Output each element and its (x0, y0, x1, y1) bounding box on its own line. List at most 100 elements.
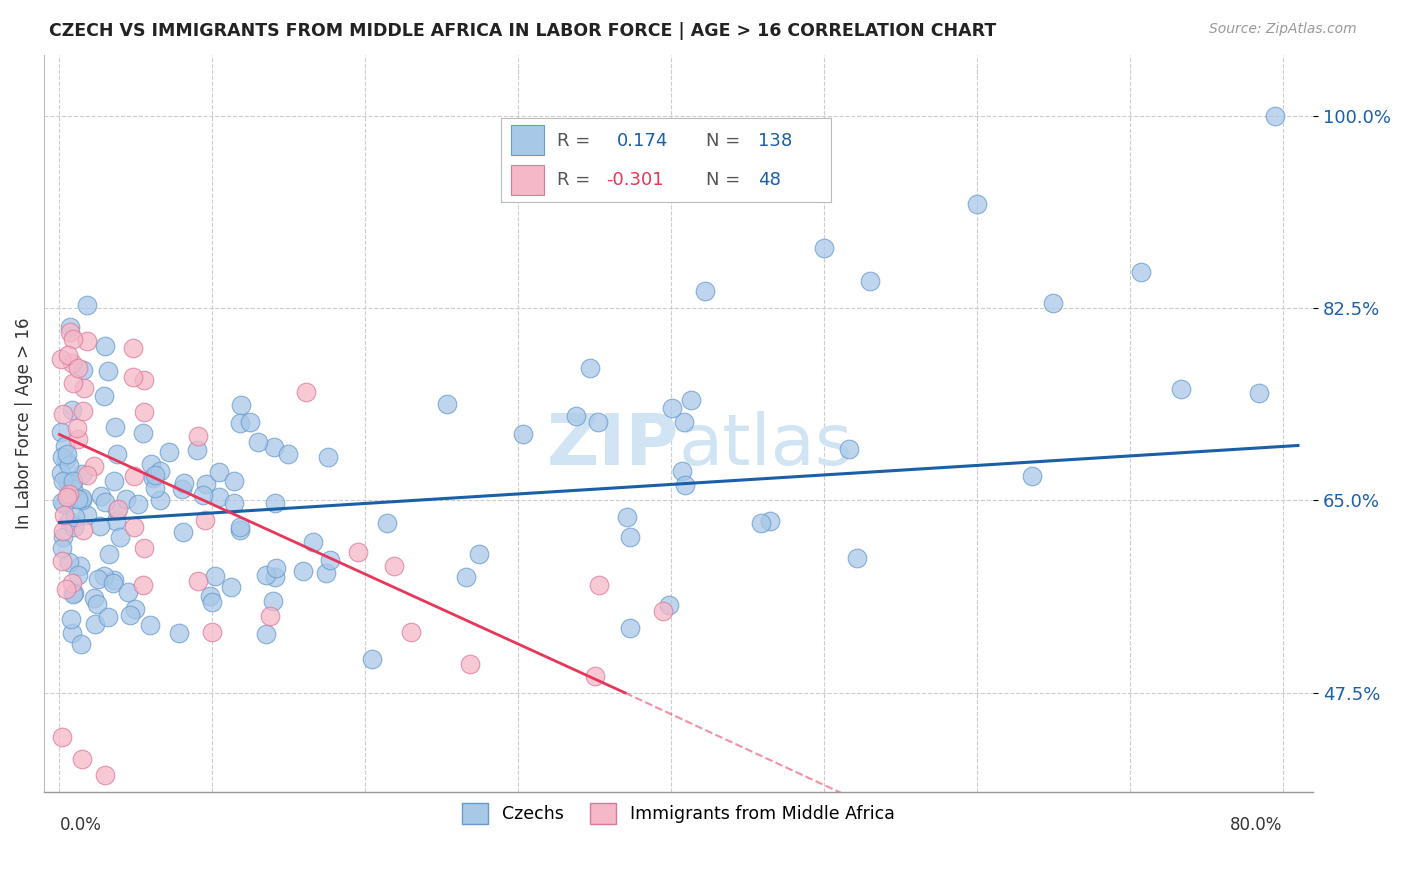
Point (60, 576, 83, 591)
Point (813, 241, 835, 255)
Point (122, 519, 145, 533)
Point (53, 508, 76, 522)
Point (186, 442, 208, 457)
Point (72, 524, 94, 538)
Point (62, 474, 84, 488)
Point (749, 516, 772, 530)
Point (52, 524, 75, 538)
Point (55, 453, 77, 467)
Point (167, 626, 190, 640)
Point (302, 535, 325, 549)
Point (143, 467, 166, 482)
Point (51, 554, 73, 568)
Point (66, 432, 89, 446)
Point (143, 481, 166, 495)
Point (672, 415, 695, 429)
Point (652, 604, 675, 618)
Point (132, 372, 155, 386)
Point (1264, 109, 1286, 123)
Point (139, 457, 162, 471)
Point (264, 560, 287, 574)
Point (254, 627, 277, 641)
Point (264, 496, 287, 510)
Text: Source: ZipAtlas.com: Source: ZipAtlas.com (1209, 22, 1357, 37)
Point (229, 523, 252, 537)
Point (62, 482, 84, 496)
Point (103, 576, 125, 591)
Point (254, 568, 277, 582)
Point (51, 475, 73, 489)
Point (124, 468, 146, 483)
Point (319, 553, 342, 567)
Point (52, 530, 75, 544)
Point (124, 602, 146, 616)
Point (693, 284, 716, 298)
Text: ZIP: ZIP (547, 411, 679, 480)
Point (679, 392, 702, 407)
Point (58, 487, 80, 501)
Point (468, 547, 491, 561)
Point (76, 468, 98, 483)
Point (224, 496, 246, 510)
Point (53, 439, 76, 453)
Point (56, 348, 79, 362)
Point (108, 530, 131, 544)
Point (118, 608, 141, 623)
Point (59, 325, 82, 339)
Point (512, 426, 534, 441)
Point (616, 510, 638, 524)
Point (76, 508, 98, 522)
Point (56, 474, 79, 488)
Point (76, 334, 98, 348)
Point (60, 625, 83, 640)
Point (259, 608, 281, 623)
Point (1042, 295, 1064, 310)
Point (105, 503, 128, 517)
Point (375, 516, 398, 530)
Point (63, 586, 86, 600)
Point (93, 389, 115, 403)
Point (59, 319, 82, 334)
Point (246, 435, 269, 450)
Point (436, 397, 458, 411)
Point (315, 566, 337, 580)
Point (94, 768, 117, 782)
Point (115, 492, 138, 507)
Point (117, 584, 139, 599)
Point (294, 384, 316, 399)
Point (122, 341, 145, 355)
Point (107, 501, 129, 516)
Point (97, 364, 120, 378)
Point (1249, 386, 1271, 401)
Point (62, 332, 84, 346)
Point (277, 447, 299, 461)
Point (70, 491, 93, 505)
Point (63, 509, 86, 524)
Point (94, 338, 117, 352)
Point (229, 519, 252, 533)
Point (172, 483, 194, 497)
Point (173, 475, 195, 490)
Point (846, 551, 869, 566)
Point (149, 493, 172, 508)
Point (219, 580, 242, 594)
Point (104, 419, 127, 434)
Point (70, 467, 93, 482)
Point (316, 450, 339, 465)
Point (187, 429, 209, 443)
Point (208, 490, 231, 504)
Point (1021, 469, 1043, 483)
Point (673, 478, 696, 492)
Text: 0.0%: 0.0% (59, 816, 101, 834)
Point (347, 544, 370, 558)
Point (239, 415, 262, 429)
Text: 80.0%: 80.0% (1230, 816, 1282, 834)
Point (56, 447, 79, 461)
Point (382, 559, 405, 574)
Point (52, 497, 75, 511)
Point (66, 568, 89, 582)
Point (187, 574, 209, 588)
Point (193, 487, 215, 501)
Point (224, 474, 246, 488)
Point (104, 514, 127, 528)
